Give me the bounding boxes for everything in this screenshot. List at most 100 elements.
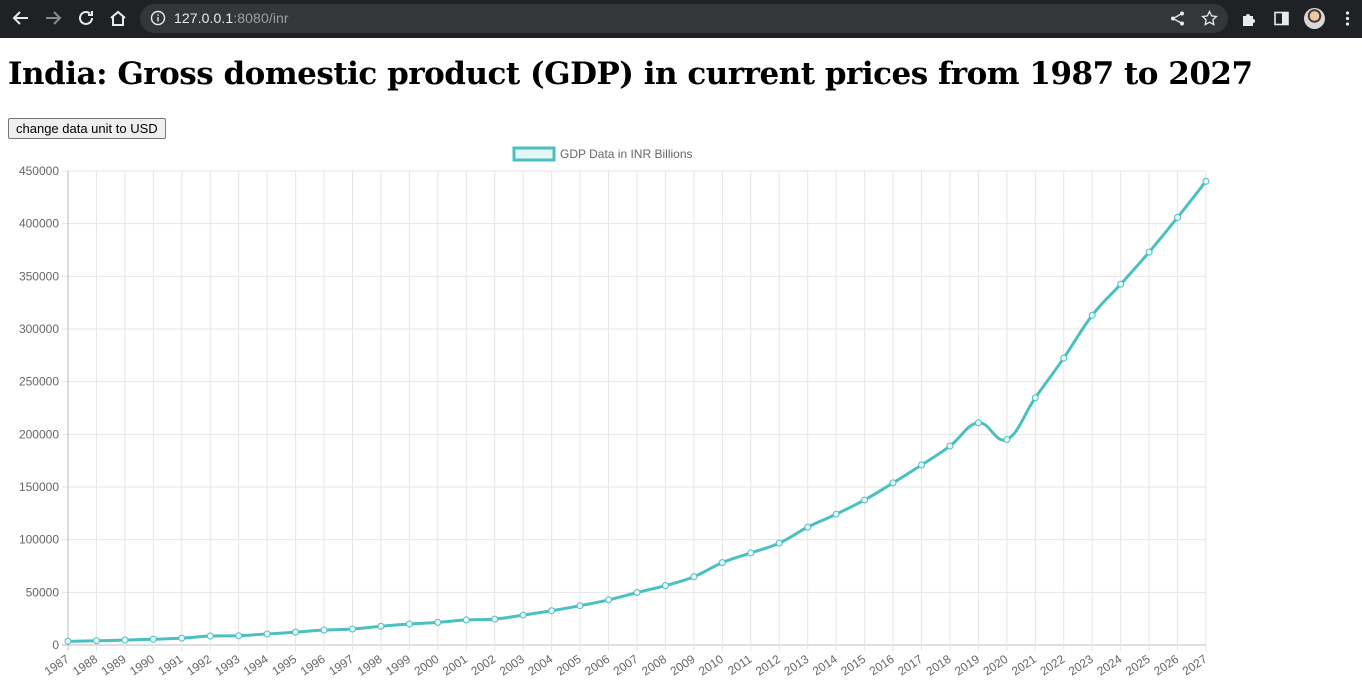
x-tick-label: 2003	[497, 652, 527, 679]
data-point[interactable]	[320, 626, 328, 634]
gdp-line-chart: 0 50000 100000 150000 200000 250000 300000 3500…	[19, 146, 1210, 679]
data-point[interactable]	[832, 510, 840, 518]
data-point[interactable]	[149, 635, 157, 643]
site-info-icon[interactable]	[150, 10, 166, 26]
profile-avatar[interactable]	[1304, 8, 1325, 29]
x-tick-label: 1999	[383, 652, 413, 679]
data-point[interactable]	[1003, 435, 1011, 443]
x-tick-label: 2022	[1037, 652, 1067, 679]
url-host: 127.0.0.1	[174, 10, 234, 26]
data-point[interactable]	[491, 615, 499, 623]
data-point[interactable]	[462, 616, 470, 624]
x-tick-label: 1995	[269, 652, 299, 679]
data-point[interactable]	[804, 523, 812, 531]
x-tick-label: 2018	[924, 652, 954, 679]
chart-legend[interactable]: GDP Data in INR Billions	[512, 146, 693, 162]
data-point[interactable]	[1088, 311, 1096, 319]
data-point[interactable]	[377, 622, 385, 630]
x-tick-label: 2017	[895, 652, 925, 679]
data-point[interactable]	[1031, 394, 1039, 402]
data-point[interactable]	[576, 602, 584, 610]
reload-icon[interactable]	[75, 7, 97, 29]
back-arrow-icon[interactable]	[10, 7, 32, 29]
data-point[interactable]	[1060, 354, 1068, 362]
data-point[interactable]	[775, 539, 783, 547]
data-point[interactable]	[121, 636, 129, 644]
forward-arrow-icon[interactable]	[42, 7, 64, 29]
y-tick-label: 0	[52, 638, 59, 652]
data-point[interactable]	[235, 632, 243, 640]
x-tick-label: 1991	[156, 652, 186, 679]
data-point[interactable]	[1145, 248, 1153, 256]
home-icon[interactable]	[107, 7, 129, 29]
x-tick-label: 2021	[1009, 652, 1039, 679]
url-path: :8080/inr	[233, 10, 289, 26]
data-point[interactable]	[1174, 213, 1182, 221]
bookmark-star-icon[interactable]	[1201, 10, 1218, 27]
x-tick-label: 2006	[582, 652, 612, 679]
x-tick-label: 2007	[611, 652, 641, 679]
kebab-menu-icon[interactable]	[1339, 10, 1356, 27]
browser-toolbar: 127.0.0.1:8080/inr	[0, 0, 1362, 38]
y-tick-label: 300000	[19, 322, 59, 336]
share-icon[interactable]	[1169, 10, 1186, 27]
x-tick-label: 2013	[781, 652, 811, 679]
x-tick-label: 2001	[440, 652, 470, 679]
data-point[interactable]	[690, 573, 698, 581]
url-text: 127.0.0.1:8080/inr	[174, 10, 289, 26]
y-tick-label: 150000	[19, 480, 59, 494]
data-point[interactable]	[861, 496, 869, 504]
y-tick-label: 50000	[26, 585, 60, 599]
x-tick-label: 1992	[184, 652, 214, 679]
x-tick-label: 2026	[1151, 652, 1181, 679]
x-tick-label: 1989	[99, 652, 129, 679]
x-tick-label: 1990	[127, 652, 157, 679]
data-point[interactable]	[292, 628, 300, 636]
x-tick-label: 2009	[668, 652, 698, 679]
data-point[interactable]	[889, 479, 897, 487]
x-tick-label: 2023	[1066, 652, 1096, 679]
x-tick-label: 2027	[1180, 652, 1210, 679]
data-point[interactable]	[434, 618, 442, 626]
side-panel-icon[interactable]	[1273, 10, 1290, 27]
x-tick-label: 2002	[468, 652, 498, 679]
x-tick-label: 1993	[212, 652, 242, 679]
data-point[interactable]	[747, 549, 755, 557]
data-point[interactable]	[1117, 280, 1125, 288]
data-point[interactable]	[64, 637, 72, 645]
x-tick-label: 1998	[355, 652, 385, 679]
data-point[interactable]	[946, 442, 954, 450]
data-point[interactable]	[718, 559, 726, 567]
data-point[interactable]	[633, 589, 641, 597]
data-point[interactable]	[918, 461, 925, 469]
x-tick-label: 2016	[867, 652, 897, 679]
data-point[interactable]	[206, 632, 214, 640]
extensions-puzzle-icon[interactable]	[1241, 10, 1258, 27]
data-point[interactable]	[548, 607, 556, 615]
legend-swatch	[512, 146, 556, 162]
x-tick-label: 2008	[639, 652, 669, 679]
x-tick-label: 2004	[525, 652, 555, 679]
data-point[interactable]	[405, 620, 413, 628]
y-tick-label: 250000	[19, 375, 59, 389]
y-axis: 0 50000 100000 150000 200000 250000 300000 3500…	[19, 164, 59, 652]
x-tick-label: 1987	[42, 652, 72, 679]
data-point[interactable]	[349, 625, 356, 633]
data-point[interactable]	[178, 634, 186, 642]
data-point[interactable]	[1202, 177, 1210, 185]
data-point[interactable]	[519, 611, 527, 619]
data-points	[64, 177, 1210, 645]
chart-grid	[62, 170, 1207, 651]
y-tick-label: 350000	[19, 269, 59, 283]
data-point[interactable]	[974, 419, 982, 427]
x-tick-label: 2020	[981, 652, 1011, 679]
data-point[interactable]	[661, 582, 669, 590]
change-unit-button[interactable]: change data unit to USD	[8, 118, 166, 139]
address-bar[interactable]: 127.0.0.1:8080/inr	[140, 4, 1228, 33]
data-point[interactable]	[92, 637, 100, 645]
data-point[interactable]	[263, 630, 271, 638]
x-tick-label: 2005	[554, 652, 584, 679]
x-axis: 1987198819891990199119921993199419951996…	[42, 652, 1210, 679]
y-tick-label: 100000	[19, 533, 59, 547]
data-point[interactable]	[605, 596, 613, 604]
